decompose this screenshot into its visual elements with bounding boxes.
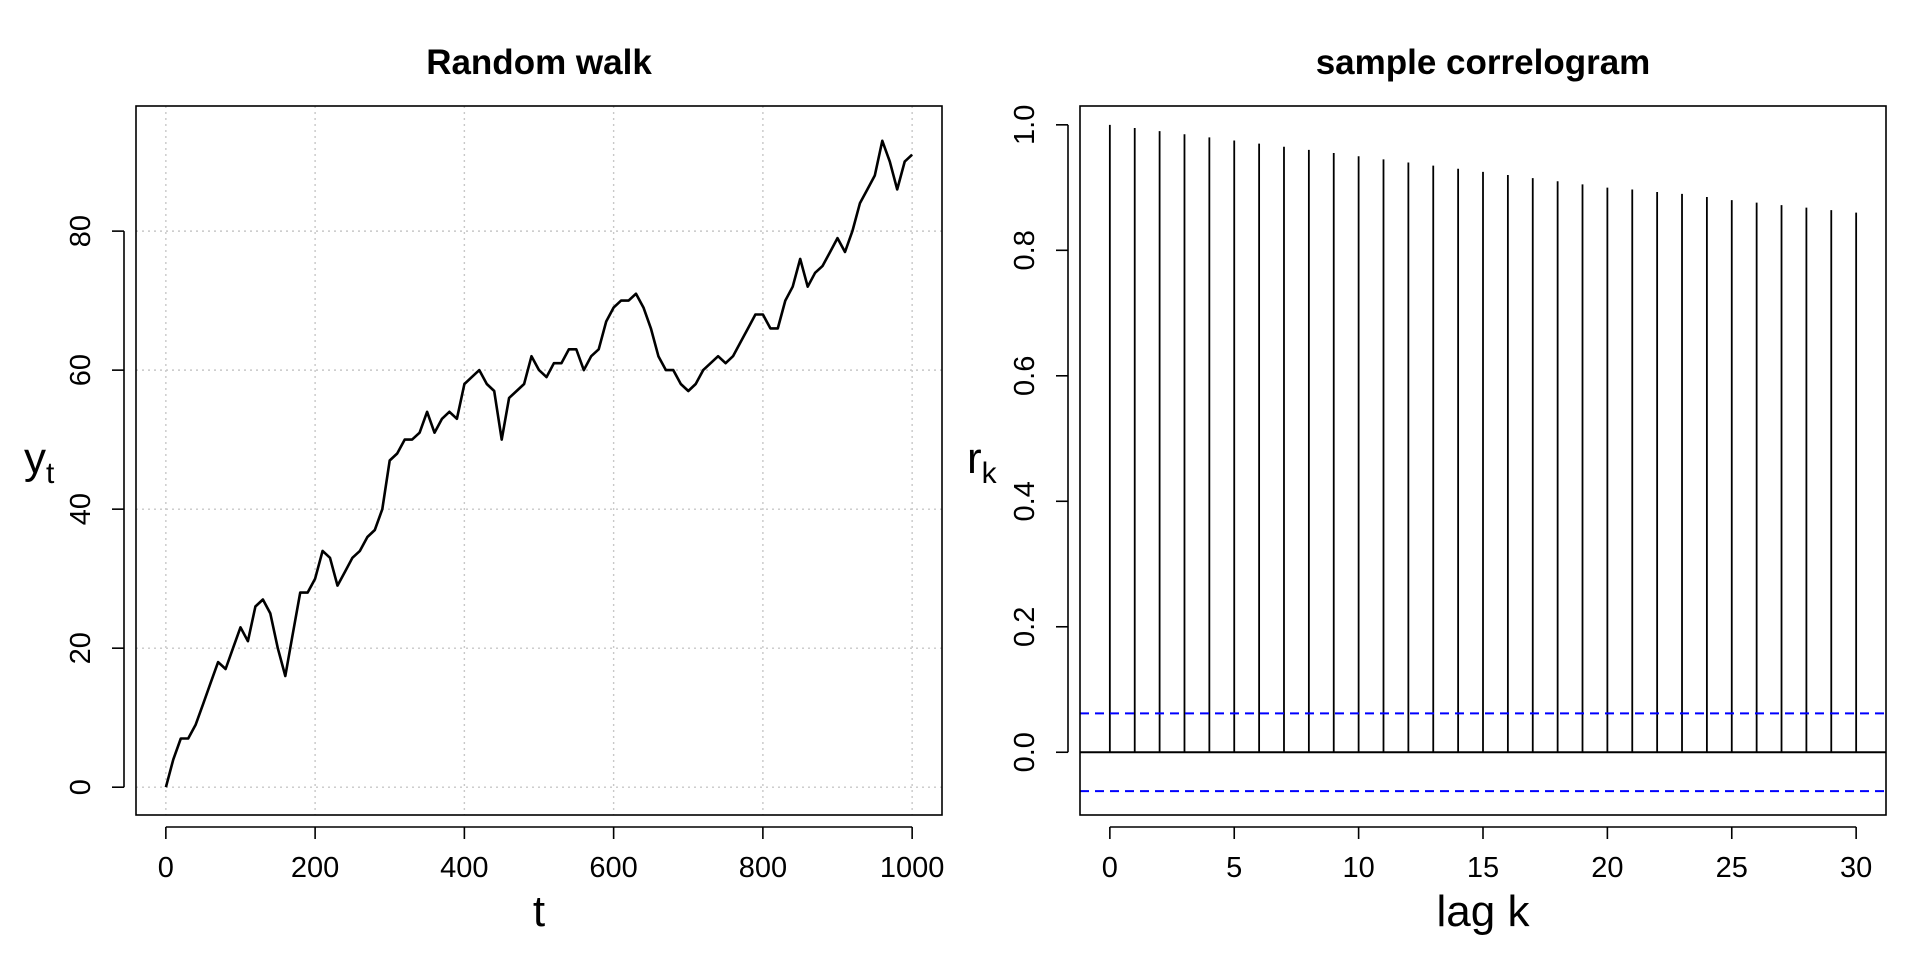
y-tick-label: 40 bbox=[65, 493, 97, 525]
plot-frame bbox=[1079, 105, 1887, 816]
chart-title: Random walk bbox=[426, 43, 652, 82]
y-tick-label: 1.0 bbox=[1009, 105, 1041, 145]
x-tick-label: 1000 bbox=[880, 852, 945, 884]
lag-bars bbox=[1108, 124, 1858, 753]
x-axis-label: t bbox=[533, 887, 545, 936]
y-axis-label: rk bbox=[967, 434, 998, 490]
y-tick-label: 0 bbox=[65, 779, 97, 795]
x-tick-label: 400 bbox=[440, 852, 488, 884]
x-axis-label: lag k bbox=[1437, 887, 1531, 936]
x-tick-label: 5 bbox=[1226, 852, 1242, 884]
x-tick-label: 25 bbox=[1716, 852, 1748, 884]
y-tick-label: 60 bbox=[65, 354, 97, 386]
plot-frame bbox=[135, 105, 943, 816]
grid bbox=[136, 106, 942, 815]
x-tick-label: 10 bbox=[1342, 852, 1374, 884]
y-axis-label: yt bbox=[24, 434, 55, 490]
x-tick-label: 15 bbox=[1467, 852, 1499, 884]
y-tick-label: 0.2 bbox=[1009, 607, 1041, 647]
y-tick-label: 80 bbox=[65, 215, 97, 247]
y-tick-label: 0.4 bbox=[1009, 481, 1041, 521]
correlogram-panel: sample correlogram 0 5 10 15 20 25 30 0.0 0.2 0.4… bbox=[967, 43, 1887, 936]
y-tick-label: 0.0 bbox=[1009, 732, 1041, 772]
y-tick-label: 0.8 bbox=[1009, 230, 1041, 270]
chart-title: sample correlogram bbox=[1316, 43, 1651, 82]
x-tick-label: 200 bbox=[291, 852, 339, 884]
y-tick-label: 20 bbox=[65, 632, 97, 664]
x-tick-label: 20 bbox=[1591, 852, 1623, 884]
x-tick-label: 0 bbox=[1102, 852, 1118, 884]
x-tick-label: 800 bbox=[739, 852, 787, 884]
random-walk-panel: Random walk 0 200 400 600 800 1000 0 20 40 60 80 t… bbox=[24, 43, 944, 936]
axes: 0 5 10 15 20 25 30 0.0 0.2 0.4 0.6 0.8 1.0 bbox=[1009, 105, 1872, 884]
series-line bbox=[164, 139, 913, 788]
x-tick-label: 30 bbox=[1840, 852, 1872, 884]
axes: 0 200 400 600 800 1000 0 20 40 60 80 bbox=[65, 215, 944, 884]
y-tick-label: 0.6 bbox=[1009, 356, 1041, 396]
x-tick-label: 600 bbox=[589, 852, 637, 884]
x-tick-label: 0 bbox=[158, 852, 174, 884]
